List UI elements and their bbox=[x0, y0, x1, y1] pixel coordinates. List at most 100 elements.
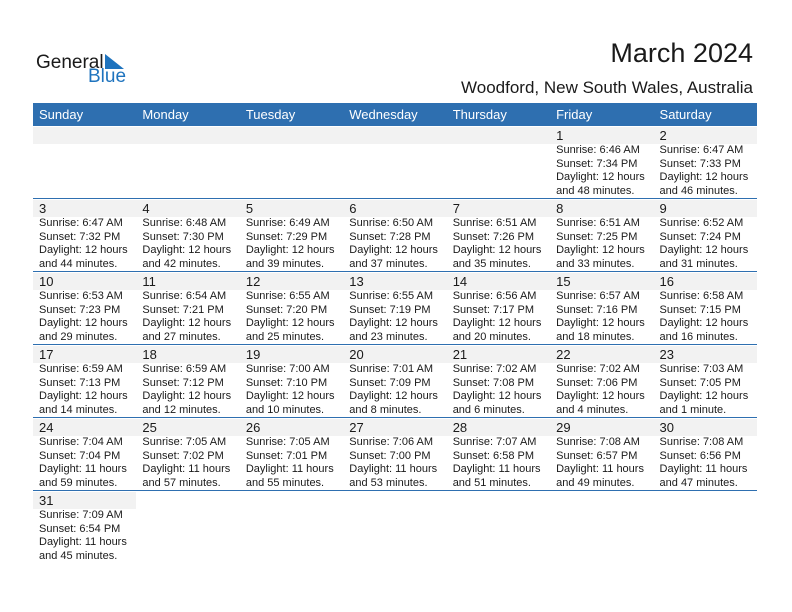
day-cell bbox=[33, 126, 136, 198]
day-number: 5 bbox=[245, 201, 254, 216]
sunrise-text: Sunrise: 7:00 AM bbox=[245, 363, 330, 375]
daylight-minutes-text: and 51 minutes. bbox=[452, 476, 531, 489]
daylight-text: Daylight: 12 hours bbox=[349, 244, 438, 256]
daylight-minutes-text: and 12 minutes. bbox=[142, 403, 221, 416]
daylight-minutes-text: and 45 minutes. bbox=[39, 549, 118, 562]
day-cell: 10 Sunrise: 6:53 AM Sunset: 7:23 PM Dayligh… bbox=[33, 272, 136, 344]
day-number: 12 bbox=[245, 274, 261, 289]
sunset-text: Sunset: 7:10 PM bbox=[245, 376, 328, 389]
week-row: 3 Sunrise: 6:47 AM Sunset: 7:32 PM Daylight… bbox=[33, 199, 757, 272]
sunset-text: Sunset: 7:24 PM bbox=[659, 230, 741, 243]
day-number: 26 bbox=[245, 420, 261, 435]
day-cell: 17 Sunrise: 6:59 AM Sunset: 7:13 PM Dayligh… bbox=[33, 345, 136, 417]
sunset-text: Sunset: 7:17 PM bbox=[452, 303, 535, 316]
sunrise-text: Sunrise: 7:09 AM bbox=[39, 509, 123, 521]
sunset-text: Sunset: 7:23 PM bbox=[39, 303, 121, 316]
day-cell bbox=[343, 491, 446, 563]
daylight-text: Daylight: 12 hours bbox=[452, 390, 542, 402]
daylight-minutes-text: and 37 minutes. bbox=[349, 257, 428, 270]
day-number: 27 bbox=[349, 420, 364, 435]
day-cell bbox=[136, 491, 239, 563]
daylight-text: Daylight: 11 hours bbox=[245, 463, 334, 475]
daylight-text: Daylight: 12 hours bbox=[245, 244, 335, 256]
sunset-text: Sunset: 7:00 PM bbox=[349, 449, 431, 462]
sunrise-text: Sunrise: 6:51 AM bbox=[452, 217, 537, 229]
sunset-text: Sunset: 7:32 PM bbox=[39, 230, 121, 243]
week-row: 24 Sunrise: 7:04 AM Sunset: 7:04 PM Dayligh… bbox=[33, 418, 757, 491]
day-cell: 15 Sunrise: 6:57 AM Sunset: 7:16 PM Dayligh… bbox=[550, 272, 653, 344]
daylight-text: Daylight: 12 hours bbox=[556, 390, 645, 402]
daylight-minutes-text: and 59 minutes. bbox=[39, 476, 118, 489]
day-cell: 5 Sunrise: 6:49 AM Sunset: 7:29 PM Daylight… bbox=[240, 199, 343, 271]
daylight-minutes-text: and 20 minutes. bbox=[452, 330, 531, 343]
day-cell bbox=[240, 126, 343, 198]
sunset-text: Sunset: 7:33 PM bbox=[659, 157, 741, 170]
daylight-text: Daylight: 12 hours bbox=[142, 390, 232, 402]
day-number: 28 bbox=[452, 420, 468, 435]
sunset-text: Sunset: 6:56 PM bbox=[659, 449, 741, 462]
sunset-text: Sunset: 7:13 PM bbox=[39, 376, 121, 389]
calendar-grid: Sunday Monday Tuesday Wednesday Thursday Frid… bbox=[33, 103, 757, 564]
sunrise-text: Sunrise: 6:47 AM bbox=[39, 217, 123, 229]
sunset-text: Sunset: 7:30 PM bbox=[142, 230, 224, 243]
sunrise-text: Sunrise: 7:01 AM bbox=[349, 363, 434, 375]
day-number: 23 bbox=[659, 347, 674, 362]
day-cell bbox=[550, 491, 653, 563]
daylight-minutes-text: and 4 minutes. bbox=[556, 403, 629, 416]
daylight-text: Daylight: 12 hours bbox=[245, 317, 335, 329]
daylight-minutes-text: and 47 minutes. bbox=[659, 476, 738, 489]
day-cell bbox=[447, 491, 550, 563]
daylight-text: Daylight: 12 hours bbox=[39, 390, 128, 402]
daylight-text: Daylight: 12 hours bbox=[556, 244, 645, 256]
weekday-monday: Monday bbox=[142, 107, 189, 122]
day-number: 1 bbox=[556, 128, 564, 143]
week-row: 1 Sunrise: 6:46 AM Sunset: 7:34 PM Daylight… bbox=[33, 126, 757, 199]
daylight-minutes-text: and 44 minutes. bbox=[39, 257, 118, 270]
day-cell bbox=[240, 491, 343, 563]
sunset-text: Sunset: 7:05 PM bbox=[659, 376, 741, 389]
sunset-text: Sunset: 7:16 PM bbox=[556, 303, 638, 316]
daylight-text: Daylight: 12 hours bbox=[142, 317, 232, 329]
location-subtitle: Woodford, New South Wales, Australia bbox=[461, 78, 753, 97]
date-band bbox=[33, 346, 757, 363]
date-band bbox=[33, 127, 757, 144]
daylight-text: Daylight: 12 hours bbox=[659, 390, 749, 402]
sunrise-text: Sunrise: 6:53 AM bbox=[39, 290, 123, 302]
daylight-minutes-text: and 25 minutes. bbox=[245, 330, 325, 343]
sunrise-text: Sunrise: 7:05 AM bbox=[142, 436, 227, 448]
day-cell: 8 Sunrise: 6:51 AM Sunset: 7:25 PM Daylight… bbox=[550, 199, 653, 271]
sunrise-text: Sunrise: 6:47 AM bbox=[659, 144, 744, 156]
sunset-text: Sunset: 7:20 PM bbox=[245, 303, 328, 316]
sunset-text: Sunset: 7:19 PM bbox=[349, 303, 431, 316]
day-cell: 20 Sunrise: 7:01 AM Sunset: 7:09 PM Dayligh… bbox=[343, 345, 446, 417]
day-number: 8 bbox=[556, 201, 564, 216]
day-number: 31 bbox=[39, 493, 54, 508]
daylight-minutes-text: and 14 minutes. bbox=[39, 403, 118, 416]
week-row: 17 Sunrise: 6:59 AM Sunset: 7:13 PM Dayligh… bbox=[33, 345, 757, 418]
day-number: 11 bbox=[142, 274, 156, 289]
sunset-text: Sunset: 7:01 PM bbox=[245, 449, 328, 462]
daylight-minutes-text: and 27 minutes. bbox=[142, 330, 221, 343]
day-number: 15 bbox=[556, 274, 571, 289]
sunset-text: Sunset: 7:09 PM bbox=[349, 376, 431, 389]
day-cell: 13 Sunrise: 6:55 AM Sunset: 7:19 PM Dayligh… bbox=[343, 272, 446, 344]
sunset-text: Sunset: 7:15 PM bbox=[659, 303, 741, 316]
sunrise-text: Sunrise: 7:06 AM bbox=[349, 436, 434, 448]
sunrise-text: Sunrise: 6:51 AM bbox=[556, 217, 640, 229]
daylight-minutes-text: and 46 minutes. bbox=[659, 184, 738, 197]
daylight-minutes-text: and 35 minutes. bbox=[452, 257, 531, 270]
day-cell: 25 Sunrise: 7:05 AM Sunset: 7:02 PM Dayligh… bbox=[136, 418, 239, 490]
day-cell: 14 Sunrise: 6:56 AM Sunset: 7:17 PM Dayligh… bbox=[447, 272, 550, 344]
date-band bbox=[33, 419, 757, 436]
sunset-text: Sunset: 7:25 PM bbox=[556, 230, 638, 243]
sunrise-text: Sunrise: 6:49 AM bbox=[245, 217, 330, 229]
day-number: 16 bbox=[659, 274, 674, 289]
daylight-text: Daylight: 12 hours bbox=[659, 171, 749, 183]
day-cell: 9 Sunrise: 6:52 AM Sunset: 7:24 PM Daylight… bbox=[654, 199, 757, 271]
day-cell: 23 Sunrise: 7:03 AM Sunset: 7:05 PM Dayligh… bbox=[654, 345, 757, 417]
sunset-text: Sunset: 7:02 PM bbox=[142, 449, 224, 462]
sunrise-text: Sunrise: 6:58 AM bbox=[659, 290, 744, 302]
daylight-text: Daylight: 11 hours bbox=[349, 463, 438, 475]
sunrise-text: Sunrise: 7:08 AM bbox=[659, 436, 744, 448]
sunset-text: Sunset: 7:12 PM bbox=[142, 376, 224, 389]
